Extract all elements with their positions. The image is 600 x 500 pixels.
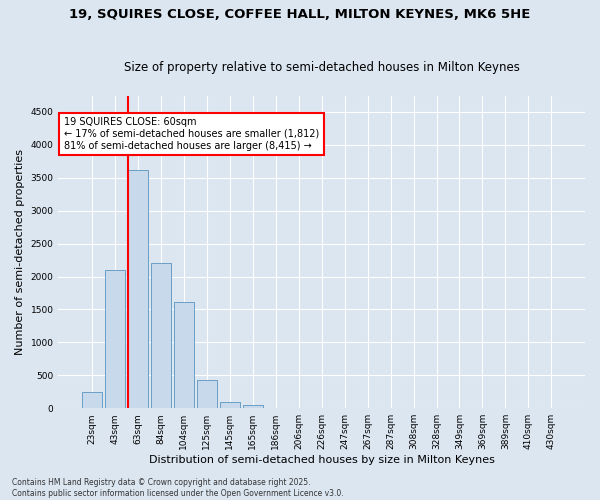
Bar bbox=[151, 264, 171, 408]
Text: 19, SQUIRES CLOSE, COFFEE HALL, MILTON KEYNES, MK6 5HE: 19, SQUIRES CLOSE, COFFEE HALL, MILTON K… bbox=[70, 8, 530, 20]
Bar bbox=[128, 170, 148, 408]
Bar bbox=[174, 302, 194, 408]
Bar bbox=[197, 380, 217, 408]
Y-axis label: Number of semi-detached properties: Number of semi-detached properties bbox=[15, 149, 25, 355]
Text: 19 SQUIRES CLOSE: 60sqm
← 17% of semi-detached houses are smaller (1,812)
81% of: 19 SQUIRES CLOSE: 60sqm ← 17% of semi-de… bbox=[64, 118, 319, 150]
Bar bbox=[106, 270, 125, 408]
Text: Contains HM Land Registry data © Crown copyright and database right 2025.
Contai: Contains HM Land Registry data © Crown c… bbox=[12, 478, 344, 498]
Bar bbox=[243, 404, 263, 408]
Bar bbox=[82, 392, 102, 408]
Title: Size of property relative to semi-detached houses in Milton Keynes: Size of property relative to semi-detach… bbox=[124, 60, 520, 74]
Bar bbox=[220, 402, 239, 408]
X-axis label: Distribution of semi-detached houses by size in Milton Keynes: Distribution of semi-detached houses by … bbox=[149, 455, 494, 465]
